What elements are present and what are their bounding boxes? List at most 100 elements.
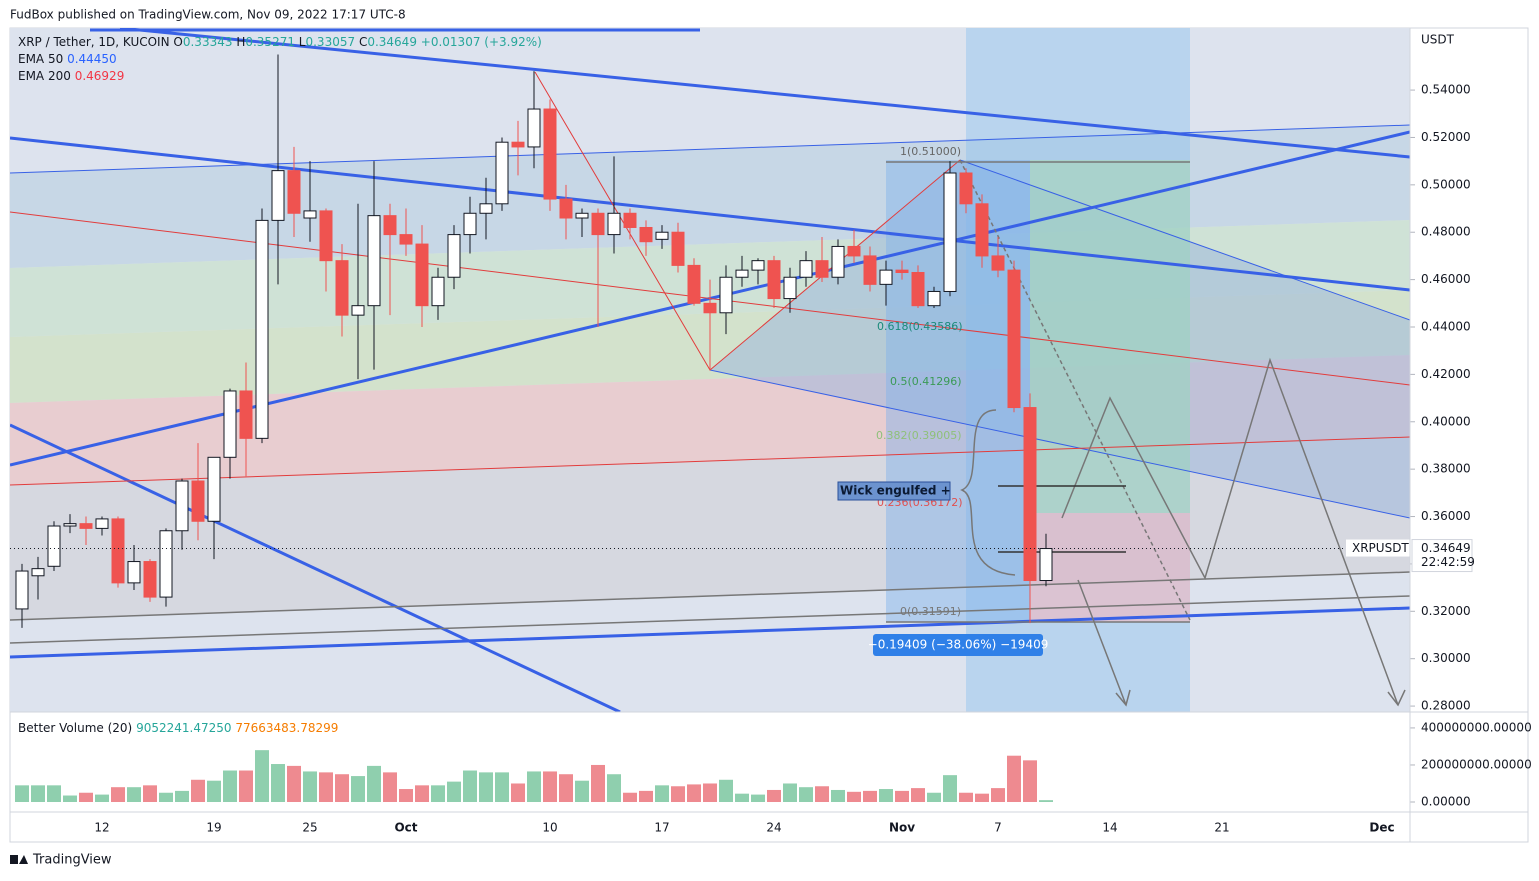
volume-bar	[175, 790, 189, 802]
volume-bar	[719, 779, 733, 802]
candle	[463, 196, 477, 254]
price-tag: 0.34649	[1421, 541, 1471, 555]
candle-body	[143, 561, 157, 598]
x-tick-label: Nov	[889, 821, 915, 835]
candle-body	[559, 198, 573, 219]
volume-bar	[975, 793, 989, 802]
volume-bar	[895, 790, 909, 802]
volume-bar	[735, 793, 749, 802]
volume-bar	[191, 779, 205, 802]
candle-body	[831, 245, 845, 278]
volume-bar	[335, 774, 349, 802]
candle-body	[79, 523, 93, 529]
volume-bar	[207, 780, 221, 802]
candle-body	[639, 226, 653, 243]
footer: TradingView	[32, 853, 112, 868]
fib-label: 1(0.51000)	[900, 145, 961, 158]
candle	[319, 208, 333, 292]
volume-bar	[479, 772, 493, 802]
candle-body	[767, 260, 781, 300]
legend-value: 0.33057	[305, 35, 355, 49]
volume-bar	[527, 771, 541, 802]
candle-body	[991, 255, 1005, 271]
y-tick-label: 0.48000	[1421, 225, 1471, 239]
y-tick-label: 0.40000	[1421, 414, 1471, 428]
candle-body	[31, 568, 45, 577]
candle	[799, 251, 813, 287]
volume-bar	[287, 765, 301, 802]
candle	[367, 161, 381, 370]
candle-body	[191, 480, 205, 522]
volume-bar	[47, 785, 61, 802]
candle-body	[1007, 269, 1021, 409]
candle-body	[383, 215, 397, 236]
volume-bar	[303, 771, 317, 802]
volume-bar	[95, 794, 109, 802]
volume-bar	[655, 785, 669, 802]
candle	[255, 208, 269, 444]
volume-bar	[1007, 755, 1021, 802]
candle	[15, 563, 29, 628]
fib-label: 0.382(0.39005)	[876, 429, 962, 442]
legend-key: C	[359, 35, 367, 49]
candle-body	[303, 210, 317, 219]
candle	[1023, 393, 1037, 624]
volume-bar	[31, 785, 45, 802]
candle-body	[223, 390, 237, 458]
candle-body	[783, 276, 797, 300]
candle	[127, 544, 141, 590]
candle-body	[911, 272, 925, 307]
candle-body	[959, 172, 973, 205]
volume-bar	[543, 771, 557, 802]
legend-key: EMA 200	[18, 69, 71, 83]
candle	[287, 146, 301, 237]
volume-bar	[399, 789, 413, 802]
volume-bar	[447, 781, 461, 802]
candle-body	[447, 234, 461, 278]
candle-body	[127, 561, 141, 584]
candle-body	[367, 215, 381, 307]
volume-bar	[111, 787, 125, 802]
x-tick-label: 14	[1102, 821, 1117, 835]
volume-bar	[815, 786, 829, 802]
legend-value: 9052241.47250	[136, 721, 231, 735]
volume-bar	[351, 776, 365, 802]
y-tick-label: 0.32000	[1421, 604, 1471, 618]
legend-title: Better Volume (20)	[18, 721, 132, 735]
volume-bar	[63, 795, 77, 802]
fib-labels: 1(0.51000) 0.618(0.43586) 0.5(0.41296) 0…	[876, 145, 963, 618]
candle	[111, 516, 125, 588]
candle-body	[719, 276, 733, 314]
candle-body	[111, 518, 125, 584]
candle	[351, 203, 365, 380]
symbol-tag-box	[1346, 539, 1410, 557]
y-tick-label: 200000000.00000	[1421, 757, 1532, 771]
volume-bar	[911, 788, 925, 802]
x-tick-label: 19	[206, 821, 221, 835]
volume-bar	[1039, 800, 1053, 802]
volume-bar	[79, 792, 93, 802]
candle-body	[319, 210, 333, 262]
candle-body	[431, 276, 445, 307]
note: Wick engulfed +	[840, 484, 951, 498]
candle	[495, 137, 509, 211]
x-tick-label: 10	[542, 821, 557, 835]
y-tick-label: 0.36000	[1421, 509, 1471, 523]
candle	[975, 194, 989, 268]
volume-bar	[959, 792, 973, 802]
volume-bar	[15, 785, 29, 802]
y-tick-label: 0.38000	[1421, 462, 1471, 476]
volume-bar	[767, 789, 781, 802]
volume-bar	[703, 783, 717, 802]
candle	[79, 516, 93, 545]
candle	[623, 208, 637, 240]
y-tick-label: 0.42000	[1421, 367, 1471, 381]
volume-bar	[943, 775, 957, 802]
candle-body	[671, 231, 685, 266]
measure: −0.19409 (−38.06%) −19409	[868, 638, 1049, 652]
x-tick-label: 7	[994, 821, 1002, 835]
candle-body	[575, 212, 589, 219]
candle-body	[207, 456, 221, 522]
candle	[927, 286, 941, 309]
